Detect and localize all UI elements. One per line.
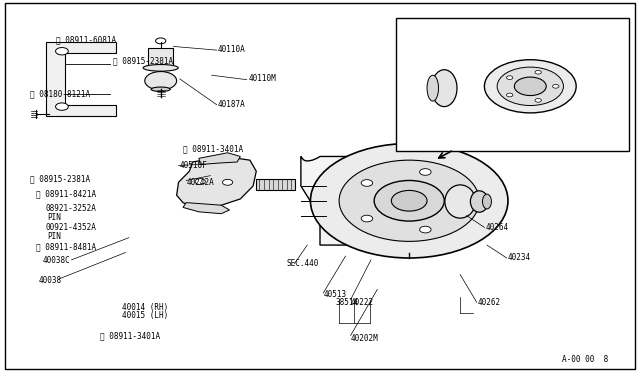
Text: 40014 (RH): 40014 (RH) — [122, 303, 169, 312]
Circle shape — [552, 84, 559, 88]
Text: 40222: 40222 — [351, 298, 374, 307]
Bar — [148, 48, 173, 68]
Text: 40038: 40038 — [38, 276, 61, 285]
Text: Ⓝ 08911-6081A: Ⓝ 08911-6081A — [56, 36, 116, 45]
Text: Ⓝ 08911-8421A: Ⓝ 08911-8421A — [36, 189, 97, 198]
Circle shape — [156, 38, 166, 44]
Circle shape — [310, 144, 508, 258]
Circle shape — [374, 180, 444, 221]
Text: PIN: PIN — [47, 232, 61, 241]
Polygon shape — [183, 203, 230, 214]
Circle shape — [484, 60, 576, 113]
Text: Ⓝ 08911-8481A: Ⓝ 08911-8481A — [36, 243, 97, 251]
Circle shape — [195, 179, 205, 185]
Circle shape — [361, 215, 372, 222]
Text: Ⓝ 08911-3401A: Ⓝ 08911-3401A — [100, 331, 160, 340]
Circle shape — [420, 169, 431, 175]
Polygon shape — [199, 153, 241, 164]
Circle shape — [339, 160, 479, 241]
Text: 40242A: 40242A — [186, 178, 214, 187]
Text: A-00 00  8: A-00 00 8 — [562, 355, 609, 364]
Text: PIN: PIN — [47, 213, 61, 222]
Circle shape — [535, 70, 541, 74]
Text: 08921-3252A: 08921-3252A — [46, 203, 97, 213]
Text: 38514: 38514 — [336, 298, 359, 307]
Polygon shape — [177, 157, 256, 208]
Ellipse shape — [427, 75, 438, 101]
Circle shape — [145, 71, 177, 90]
Text: 40202: 40202 — [417, 71, 440, 80]
Text: 40110M: 40110M — [248, 74, 276, 83]
Text: Ⓜ 08915-2381A: Ⓜ 08915-2381A — [113, 56, 173, 65]
Text: 40513: 40513 — [323, 291, 346, 299]
Circle shape — [456, 198, 467, 204]
Ellipse shape — [483, 194, 492, 209]
Text: 40264: 40264 — [486, 223, 509, 232]
Text: 40110A: 40110A — [218, 45, 246, 54]
Text: 40510F: 40510F — [180, 161, 207, 170]
Text: 40234: 40234 — [508, 253, 531, 263]
Bar — [396, 18, 629, 151]
Text: FROM FEB.'88: FROM FEB.'88 — [444, 23, 504, 32]
Ellipse shape — [143, 64, 178, 71]
Ellipse shape — [470, 191, 488, 212]
Polygon shape — [46, 42, 116, 116]
Text: 40187A: 40187A — [218, 100, 246, 109]
Text: 00921-4352A: 00921-4352A — [46, 223, 97, 232]
Text: 40015 (LH): 40015 (LH) — [122, 311, 169, 320]
Circle shape — [506, 93, 513, 97]
Circle shape — [497, 67, 563, 106]
Ellipse shape — [445, 185, 476, 218]
Circle shape — [420, 226, 431, 233]
Text: 40262: 40262 — [478, 298, 501, 307]
Ellipse shape — [431, 70, 457, 107]
Circle shape — [535, 99, 541, 102]
Text: Ⓝ 08911-3401A: Ⓝ 08911-3401A — [183, 145, 243, 154]
Text: 40202M: 40202M — [351, 334, 378, 343]
Text: 40207: 40207 — [429, 119, 452, 128]
Bar — [256, 179, 294, 190]
Text: SEC.440: SEC.440 — [287, 259, 319, 268]
Text: Ⓑ 08180-8121A: Ⓑ 08180-8121A — [30, 89, 90, 98]
Text: 40038C: 40038C — [43, 256, 70, 265]
Circle shape — [223, 179, 233, 185]
Text: Ⓜ 08915-2381A: Ⓜ 08915-2381A — [30, 174, 90, 183]
Circle shape — [56, 48, 68, 55]
Circle shape — [515, 77, 546, 96]
Circle shape — [506, 76, 513, 80]
Circle shape — [56, 103, 68, 110]
Circle shape — [361, 180, 372, 186]
Circle shape — [392, 190, 427, 211]
Ellipse shape — [151, 87, 170, 92]
Polygon shape — [301, 157, 358, 245]
